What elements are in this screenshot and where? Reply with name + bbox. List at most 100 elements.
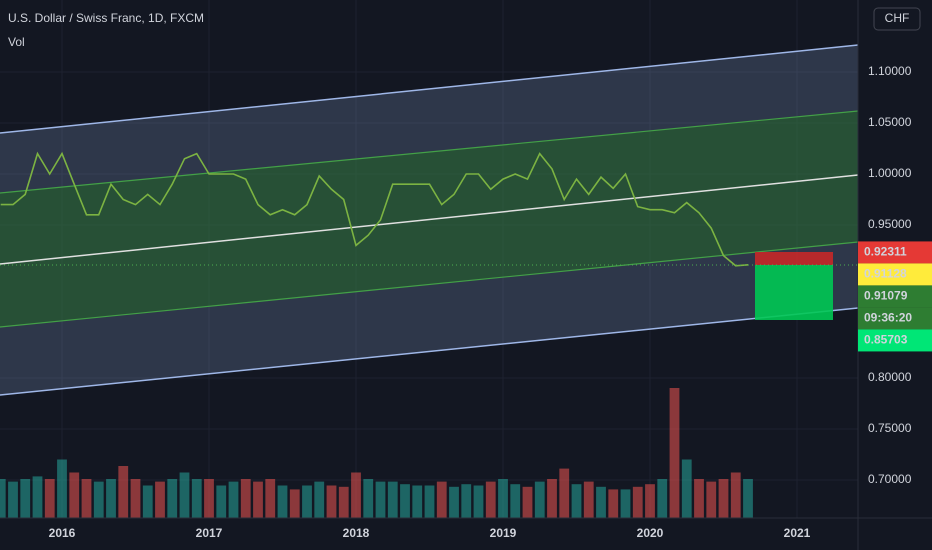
stop-zone bbox=[755, 252, 833, 265]
volume-bar bbox=[547, 479, 557, 518]
volume-bar bbox=[608, 489, 619, 518]
volume-bar bbox=[510, 484, 521, 518]
volume-bar bbox=[657, 479, 668, 518]
price-label: 0.91128 bbox=[864, 267, 907, 281]
volume-bar bbox=[277, 485, 288, 518]
volume bbox=[0, 388, 753, 518]
volume-bar bbox=[363, 479, 374, 518]
volume-bar bbox=[167, 479, 178, 518]
volume-bar bbox=[632, 486, 643, 518]
volume-bar bbox=[583, 481, 594, 518]
x-tick-label: 2020 bbox=[637, 526, 664, 540]
volume-bar bbox=[8, 481, 18, 518]
volume-bar bbox=[302, 485, 312, 518]
volume-bar bbox=[289, 489, 300, 518]
volume-bar bbox=[694, 479, 704, 518]
volume-bar bbox=[69, 472, 80, 518]
y-tick-label: 0.75000 bbox=[868, 421, 912, 435]
currency-button-label[interactable]: CHF bbox=[885, 11, 910, 25]
time-axis bbox=[0, 518, 932, 550]
volume-bar bbox=[118, 466, 129, 518]
volume-bar bbox=[485, 481, 496, 518]
volume-bar bbox=[314, 481, 325, 518]
countdown-box bbox=[858, 307, 932, 330]
volume-bar bbox=[351, 472, 361, 518]
volume-bar bbox=[375, 481, 386, 518]
volume-bar bbox=[240, 479, 251, 518]
volume-bar bbox=[228, 481, 239, 518]
x-tick-label: 2018 bbox=[343, 526, 370, 540]
volume-bar bbox=[424, 485, 435, 518]
volume-bar bbox=[0, 479, 6, 518]
price-label-box bbox=[858, 285, 932, 308]
y-tick-label: 0.80000 bbox=[868, 370, 912, 384]
volume-bar bbox=[534, 481, 545, 518]
volume-bar bbox=[81, 479, 92, 518]
y-tick-label: 1.05000 bbox=[868, 115, 912, 129]
volume-bar bbox=[32, 476, 43, 518]
target-zone bbox=[755, 265, 833, 320]
volume-bar bbox=[106, 479, 116, 518]
volume-bar bbox=[57, 459, 67, 518]
channel-line bbox=[0, 110, 859, 194]
price-labels: 0.92311 0.91128 0.91079 09:36:20 0.85703 bbox=[858, 241, 932, 352]
volume-bar bbox=[436, 481, 447, 518]
volume-bar bbox=[400, 484, 410, 518]
x-tick-label: 2016 bbox=[49, 526, 76, 540]
price-label: 0.91079 bbox=[864, 289, 908, 303]
volume-bar bbox=[645, 484, 655, 518]
y-tick-label: 0.70000 bbox=[868, 472, 912, 486]
volume-bar bbox=[449, 486, 459, 518]
volume-bar bbox=[142, 485, 153, 518]
price-label-box bbox=[858, 241, 932, 264]
price-label-box bbox=[858, 329, 932, 352]
volume-bar bbox=[412, 485, 423, 518]
x-tick-label: 2017 bbox=[196, 526, 223, 540]
channel-line bbox=[0, 307, 859, 396]
volume-bar bbox=[155, 481, 165, 518]
y-tick-label: 1.00000 bbox=[868, 166, 912, 180]
volume-bar bbox=[461, 484, 472, 518]
subtitle: Vol bbox=[8, 35, 25, 49]
price-label-box bbox=[858, 263, 932, 286]
volume-bar bbox=[718, 479, 729, 518]
volume-bar bbox=[571, 484, 582, 518]
volume-bar bbox=[559, 468, 570, 518]
volume-bar bbox=[620, 489, 631, 518]
volume-bar bbox=[498, 479, 508, 518]
volume-bar bbox=[44, 479, 55, 518]
price-label: 0.85703 bbox=[864, 333, 908, 347]
volume-bar bbox=[522, 486, 533, 518]
price bbox=[0, 151, 749, 267]
volume-bar bbox=[706, 481, 717, 518]
volume-bar bbox=[473, 485, 484, 518]
volume-bar bbox=[253, 481, 263, 518]
volume-bar bbox=[669, 388, 680, 518]
y-tick-label: 0.95000 bbox=[868, 217, 912, 231]
volume-bar bbox=[204, 479, 214, 518]
volume-bar bbox=[743, 479, 753, 518]
volume-bar bbox=[338, 486, 349, 518]
volume-bar bbox=[326, 485, 337, 518]
currency-button[interactable] bbox=[873, 7, 921, 31]
volume-bar bbox=[387, 481, 398, 518]
channel-line bbox=[0, 241, 859, 328]
x-tick-label: 2021 bbox=[784, 526, 811, 540]
countdown: 09:36:20 bbox=[864, 311, 912, 325]
volume-bar bbox=[596, 486, 606, 518]
volume-bar bbox=[681, 459, 692, 518]
x-tick-label: 2019 bbox=[490, 526, 517, 540]
volume-bar bbox=[179, 472, 190, 518]
price-line bbox=[0, 151, 749, 267]
volume-bar bbox=[130, 479, 141, 518]
channel-line bbox=[0, 44, 859, 134]
volume-bar bbox=[265, 479, 276, 518]
volume-bar bbox=[93, 481, 104, 518]
price-label: 0.92311 bbox=[864, 245, 907, 259]
volume-bar bbox=[20, 479, 31, 518]
volume-bar bbox=[216, 485, 227, 518]
volume-bar bbox=[191, 479, 202, 518]
chart-title: U.S. Dollar / Swiss Franc, 1D, FXCM bbox=[8, 11, 204, 25]
